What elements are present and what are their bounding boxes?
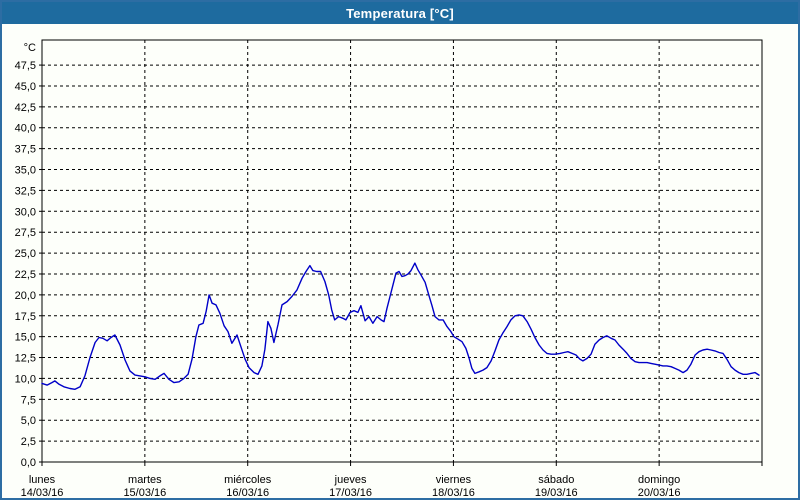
x-weekday-label: sábado xyxy=(538,474,574,486)
x-weekday-label: lunes xyxy=(29,474,56,486)
y-tick-label: 42,5 xyxy=(15,102,36,114)
x-date-label: 17/03/16 xyxy=(329,487,372,499)
y-tick-label: 17,5 xyxy=(15,311,36,323)
x-date-label: 14/03/16 xyxy=(21,487,64,499)
x-date-label: 20/03/16 xyxy=(638,487,681,499)
y-tick-label: 15,0 xyxy=(15,332,36,344)
x-weekday-label: martes xyxy=(128,474,162,486)
temperature-series-line xyxy=(41,262,760,390)
y-tick-label: 22,5 xyxy=(15,269,36,281)
y-tick-label: 45,0 xyxy=(15,81,36,93)
x-weekday-label: miércoles xyxy=(224,474,272,486)
y-tick-label: 27,5 xyxy=(15,227,36,239)
window-titlebar: Temperatura [°C] xyxy=(2,2,798,24)
y-tick-label: 30,0 xyxy=(15,206,36,218)
chart-grid xyxy=(39,40,763,466)
x-date-label: 16/03/16 xyxy=(226,487,269,499)
y-tick-label: 37,5 xyxy=(15,144,36,156)
x-date-label: 15/03/16 xyxy=(123,487,166,499)
y-tick-label: 25,0 xyxy=(15,248,36,260)
window-title: Temperatura [°C] xyxy=(346,5,454,21)
y-tick-label: 35,0 xyxy=(15,165,36,177)
axis-labels: 0,0 2,5 5,0 7,5 10,0 12,5 15,0 17,5 20,0 22,5 25,0… xyxy=(15,42,681,499)
x-weekday-label: jueves xyxy=(334,474,367,486)
y-tick-label: 0,0 xyxy=(21,457,36,469)
y-tick-label: 2,5 xyxy=(21,436,36,448)
x-weekday-label: domingo xyxy=(638,474,680,486)
y-tick-label: 7,5 xyxy=(21,394,36,406)
y-tick-label: 5,0 xyxy=(21,415,36,427)
y-tick-label: 47,5 xyxy=(15,60,36,72)
y-tick-label: 40,0 xyxy=(15,123,36,135)
y-axis-unit: °C xyxy=(24,42,36,54)
y-tick-label: 10,0 xyxy=(15,373,36,385)
x-date-label: 18/03/16 xyxy=(432,487,475,499)
y-tick-label: 32,5 xyxy=(15,185,36,197)
plot-frame xyxy=(41,39,763,463)
x-weekday-label: viernes xyxy=(436,474,472,486)
y-tick-label: 12,5 xyxy=(15,353,36,365)
x-date-label: 19/03/16 xyxy=(535,487,578,499)
y-tick-label: 20,0 xyxy=(15,290,36,302)
